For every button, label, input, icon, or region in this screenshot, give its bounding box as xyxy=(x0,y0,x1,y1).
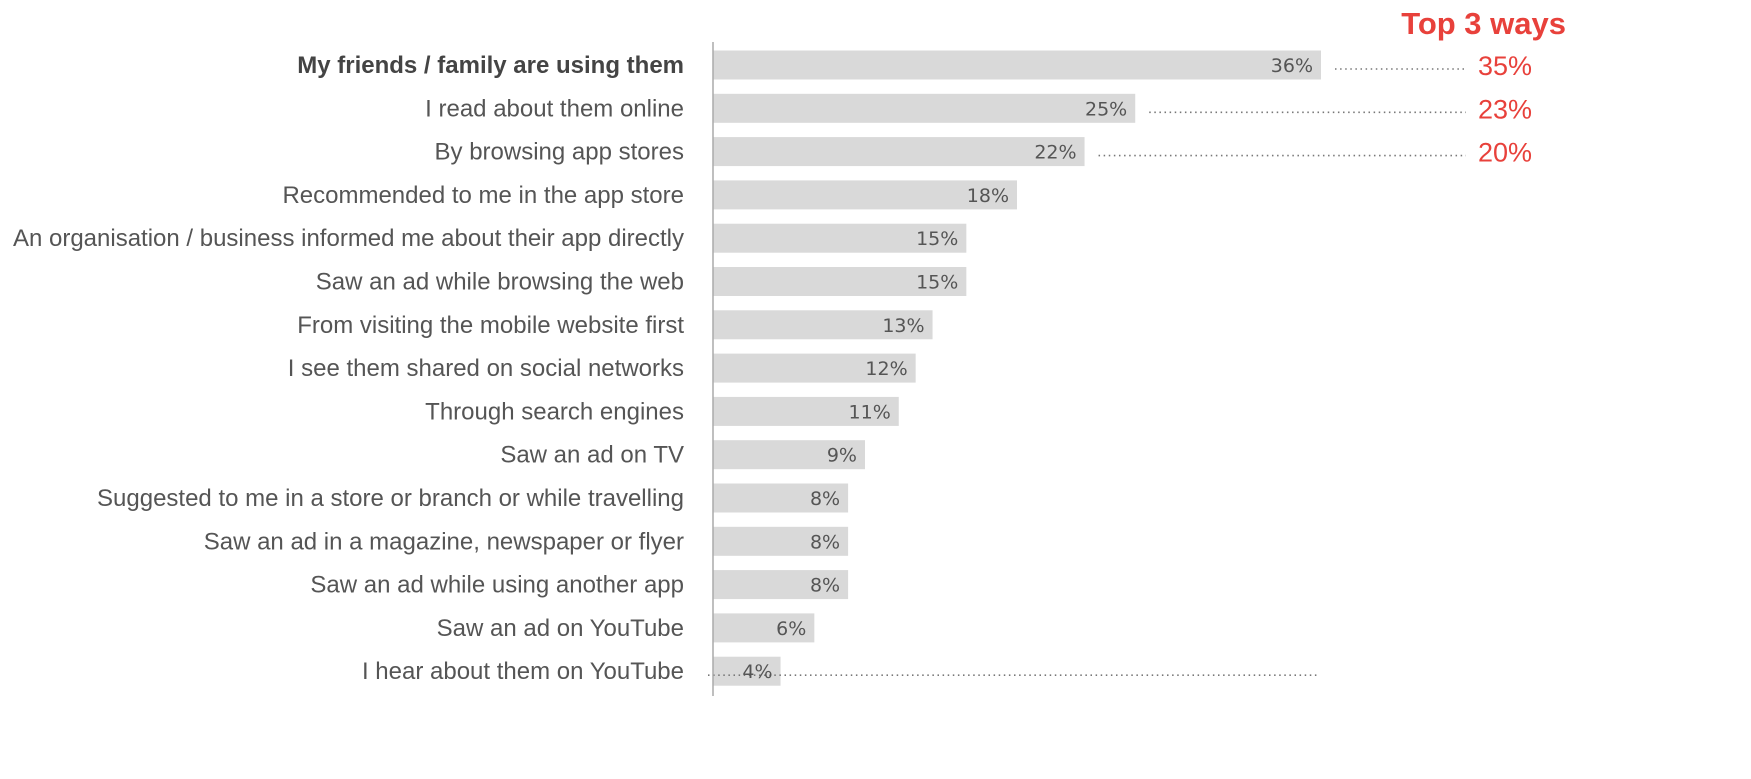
bar-value-label: 11% xyxy=(849,401,891,423)
category-labels: My friends / family are using them I read… xyxy=(13,52,684,685)
bar xyxy=(713,613,815,643)
category-label: I hear about them on YouTube xyxy=(362,658,684,685)
category-label: An organisation / business informed me a… xyxy=(13,225,684,252)
category-label: Saw an ad on YouTube xyxy=(437,615,684,642)
category-label: I see them shared on social networks xyxy=(288,355,684,382)
category-label: From visiting the mobile website first xyxy=(297,312,684,339)
bar-value-label: 36% xyxy=(1271,55,1313,77)
bar-value-label: 22% xyxy=(1034,142,1076,164)
bar xyxy=(713,93,1136,123)
bar xyxy=(713,50,1321,80)
category-label: Saw an ad in a magazine, newspaper or fl… xyxy=(204,528,684,555)
bar-value-label: 15% xyxy=(916,228,958,250)
category-label: My friends / family are using them xyxy=(297,52,684,79)
bar xyxy=(713,570,849,600)
bar xyxy=(713,656,781,686)
bar-value-label: 13% xyxy=(882,315,924,337)
top-3-value: 23% xyxy=(1478,94,1532,124)
bar xyxy=(713,267,967,296)
top-3-value: 20% xyxy=(1478,138,1532,168)
bar xyxy=(713,223,967,253)
category-label: By browsing app stores xyxy=(435,139,684,166)
category-label: Recommended to me in the app store xyxy=(282,182,684,209)
bar-value-label: 6% xyxy=(776,618,806,640)
top-3-values: 35% 23% 20% xyxy=(1478,51,1532,168)
bar xyxy=(713,310,933,340)
bar xyxy=(713,483,849,513)
dotted-leaders xyxy=(708,68,1466,677)
category-label: Saw an ad on TV xyxy=(500,442,684,469)
top-3-title: Top 3 ways xyxy=(1401,6,1566,41)
bar-value-label: 18% xyxy=(967,185,1009,207)
bar xyxy=(713,440,865,470)
top-3-value: 35% xyxy=(1478,51,1532,81)
bar-value-label: 9% xyxy=(827,445,857,467)
bar xyxy=(713,396,899,426)
bar xyxy=(713,180,1017,210)
value-labels: 36%25%22%18%15%15%13%12%11%9%8%8%8%6%4% xyxy=(742,55,1313,683)
category-label: Saw an ad while using another app xyxy=(310,572,684,599)
bar-value-label: 15% xyxy=(916,272,958,294)
bars-layer xyxy=(713,50,1321,686)
category-label: Through search engines xyxy=(425,398,684,425)
bar-value-label: 12% xyxy=(865,358,907,380)
bar xyxy=(713,137,1085,167)
category-label: Saw an ad while browsing the web xyxy=(316,269,684,296)
bar xyxy=(713,353,916,383)
category-label: I read about them online xyxy=(425,95,684,122)
bar-value-label: 8% xyxy=(810,488,840,510)
category-label: Suggested to me in a store or branch or … xyxy=(97,485,684,512)
bar-value-label: 4% xyxy=(742,661,772,683)
bar-value-label: 8% xyxy=(810,531,840,553)
bar xyxy=(713,526,849,556)
bar-value-label: 8% xyxy=(810,575,840,597)
bar-value-label: 25% xyxy=(1085,98,1127,120)
